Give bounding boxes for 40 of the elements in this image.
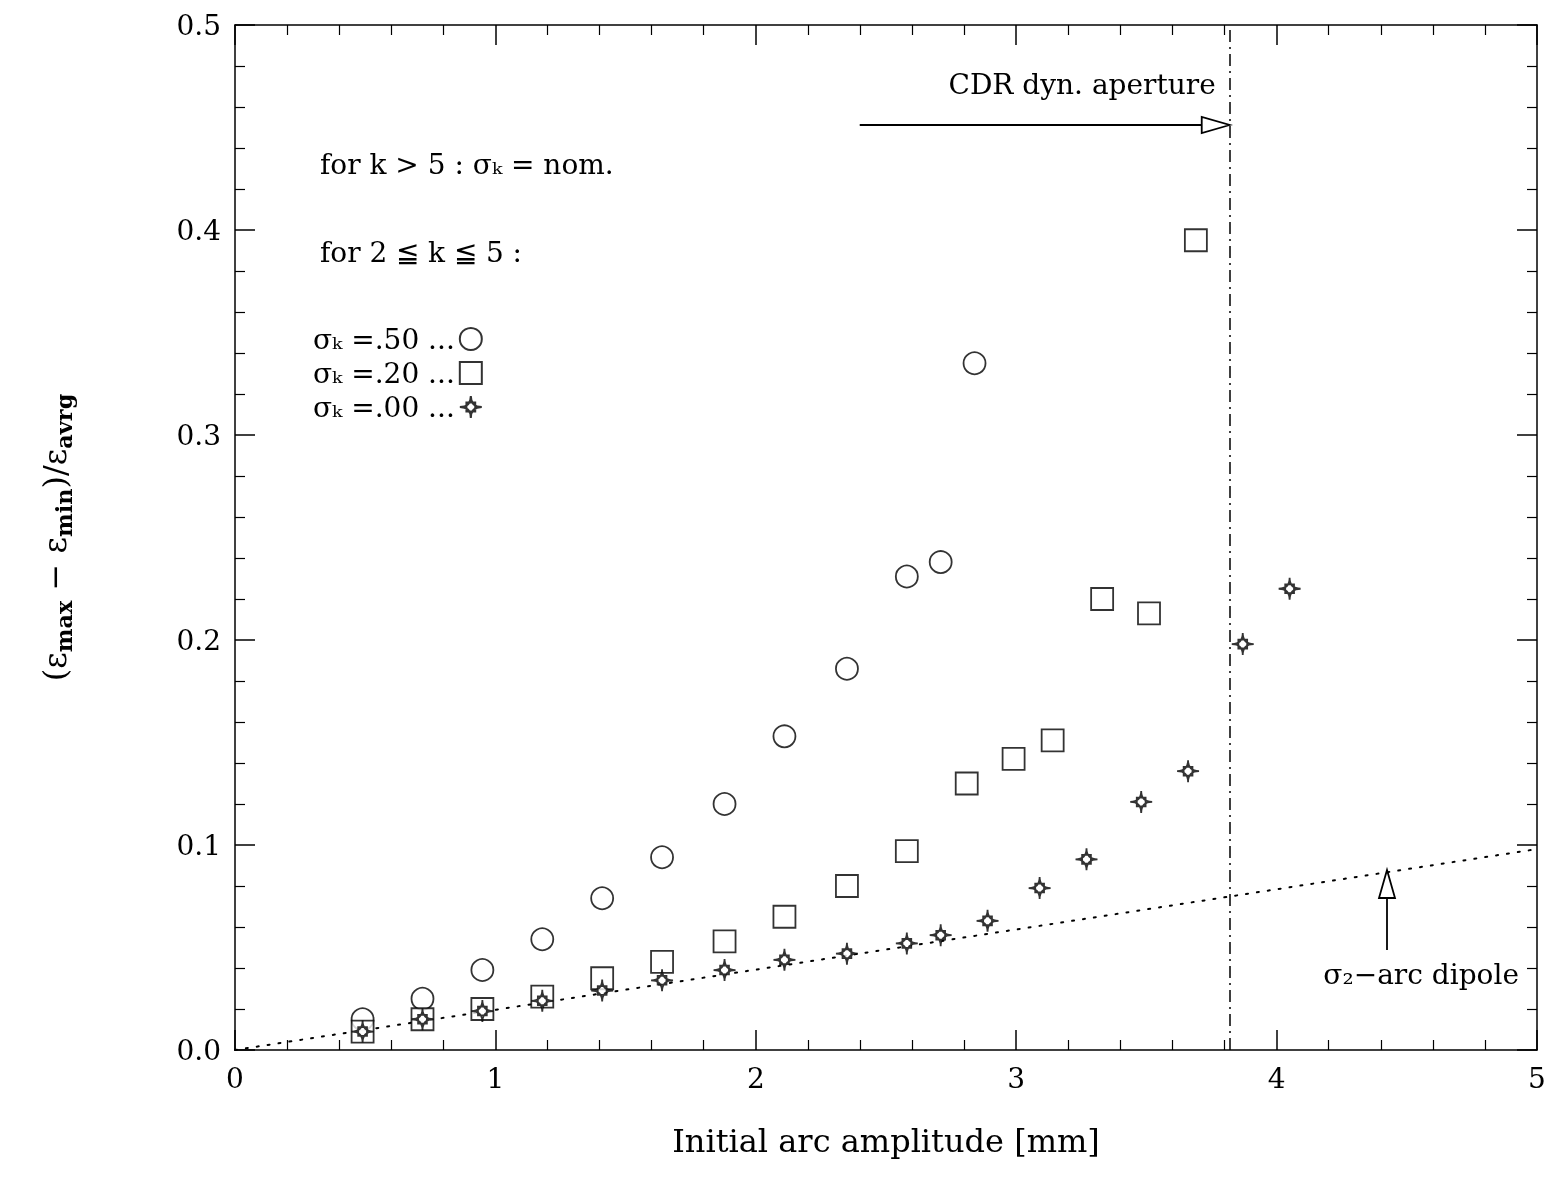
point xyxy=(712,792,737,816)
point xyxy=(928,550,953,574)
legend-title: for 2 ≦ k ≦ 5 : xyxy=(320,235,523,269)
x-tick-label: 1 xyxy=(486,1061,505,1095)
x-axis-title: Initial arc amplitude [mm] xyxy=(672,1122,1100,1160)
legend-label: σₖ =.20 ... xyxy=(312,356,455,390)
point xyxy=(712,929,737,954)
point xyxy=(1183,228,1208,253)
point xyxy=(1040,728,1065,753)
point xyxy=(772,724,797,749)
annotation: σ₂−arc dipole xyxy=(1323,957,1520,991)
point xyxy=(772,904,797,929)
point xyxy=(530,927,555,952)
y-axis-title: (εmax − εmin)/εavrg xyxy=(36,393,77,682)
x-tick-label: 5 xyxy=(1528,1061,1546,1095)
y-tick-label: 0.3 xyxy=(176,418,221,452)
y-tick-label: 0.2 xyxy=(176,623,221,657)
x-tick-label: 3 xyxy=(1007,1061,1026,1095)
point xyxy=(1090,587,1115,611)
x-tick-label: 2 xyxy=(746,1061,765,1095)
point xyxy=(1001,747,1026,771)
point xyxy=(894,839,919,864)
point xyxy=(1137,601,1161,626)
legend-label: σₖ =.50 ... xyxy=(312,322,455,356)
y-tick-label: 0.1 xyxy=(176,828,221,862)
ref-line-label: CDR dyn. aperture xyxy=(948,67,1216,101)
point xyxy=(962,351,987,376)
y-tick-label: 0.0 xyxy=(176,1033,221,1067)
y-tick-label: 0.5 xyxy=(176,8,221,42)
point xyxy=(650,845,674,870)
point xyxy=(470,958,495,982)
x-tick-label: 0 xyxy=(226,1061,244,1095)
y-tick-label: 0.4 xyxy=(176,213,221,247)
annotation: for k > 5 : σₖ = nom. xyxy=(320,147,614,181)
x-tick-label: 4 xyxy=(1267,1061,1286,1095)
point xyxy=(835,656,859,681)
point xyxy=(590,886,615,911)
legend-label: σₖ =.00 ... xyxy=(312,390,455,424)
point xyxy=(894,564,919,589)
point xyxy=(954,771,979,796)
